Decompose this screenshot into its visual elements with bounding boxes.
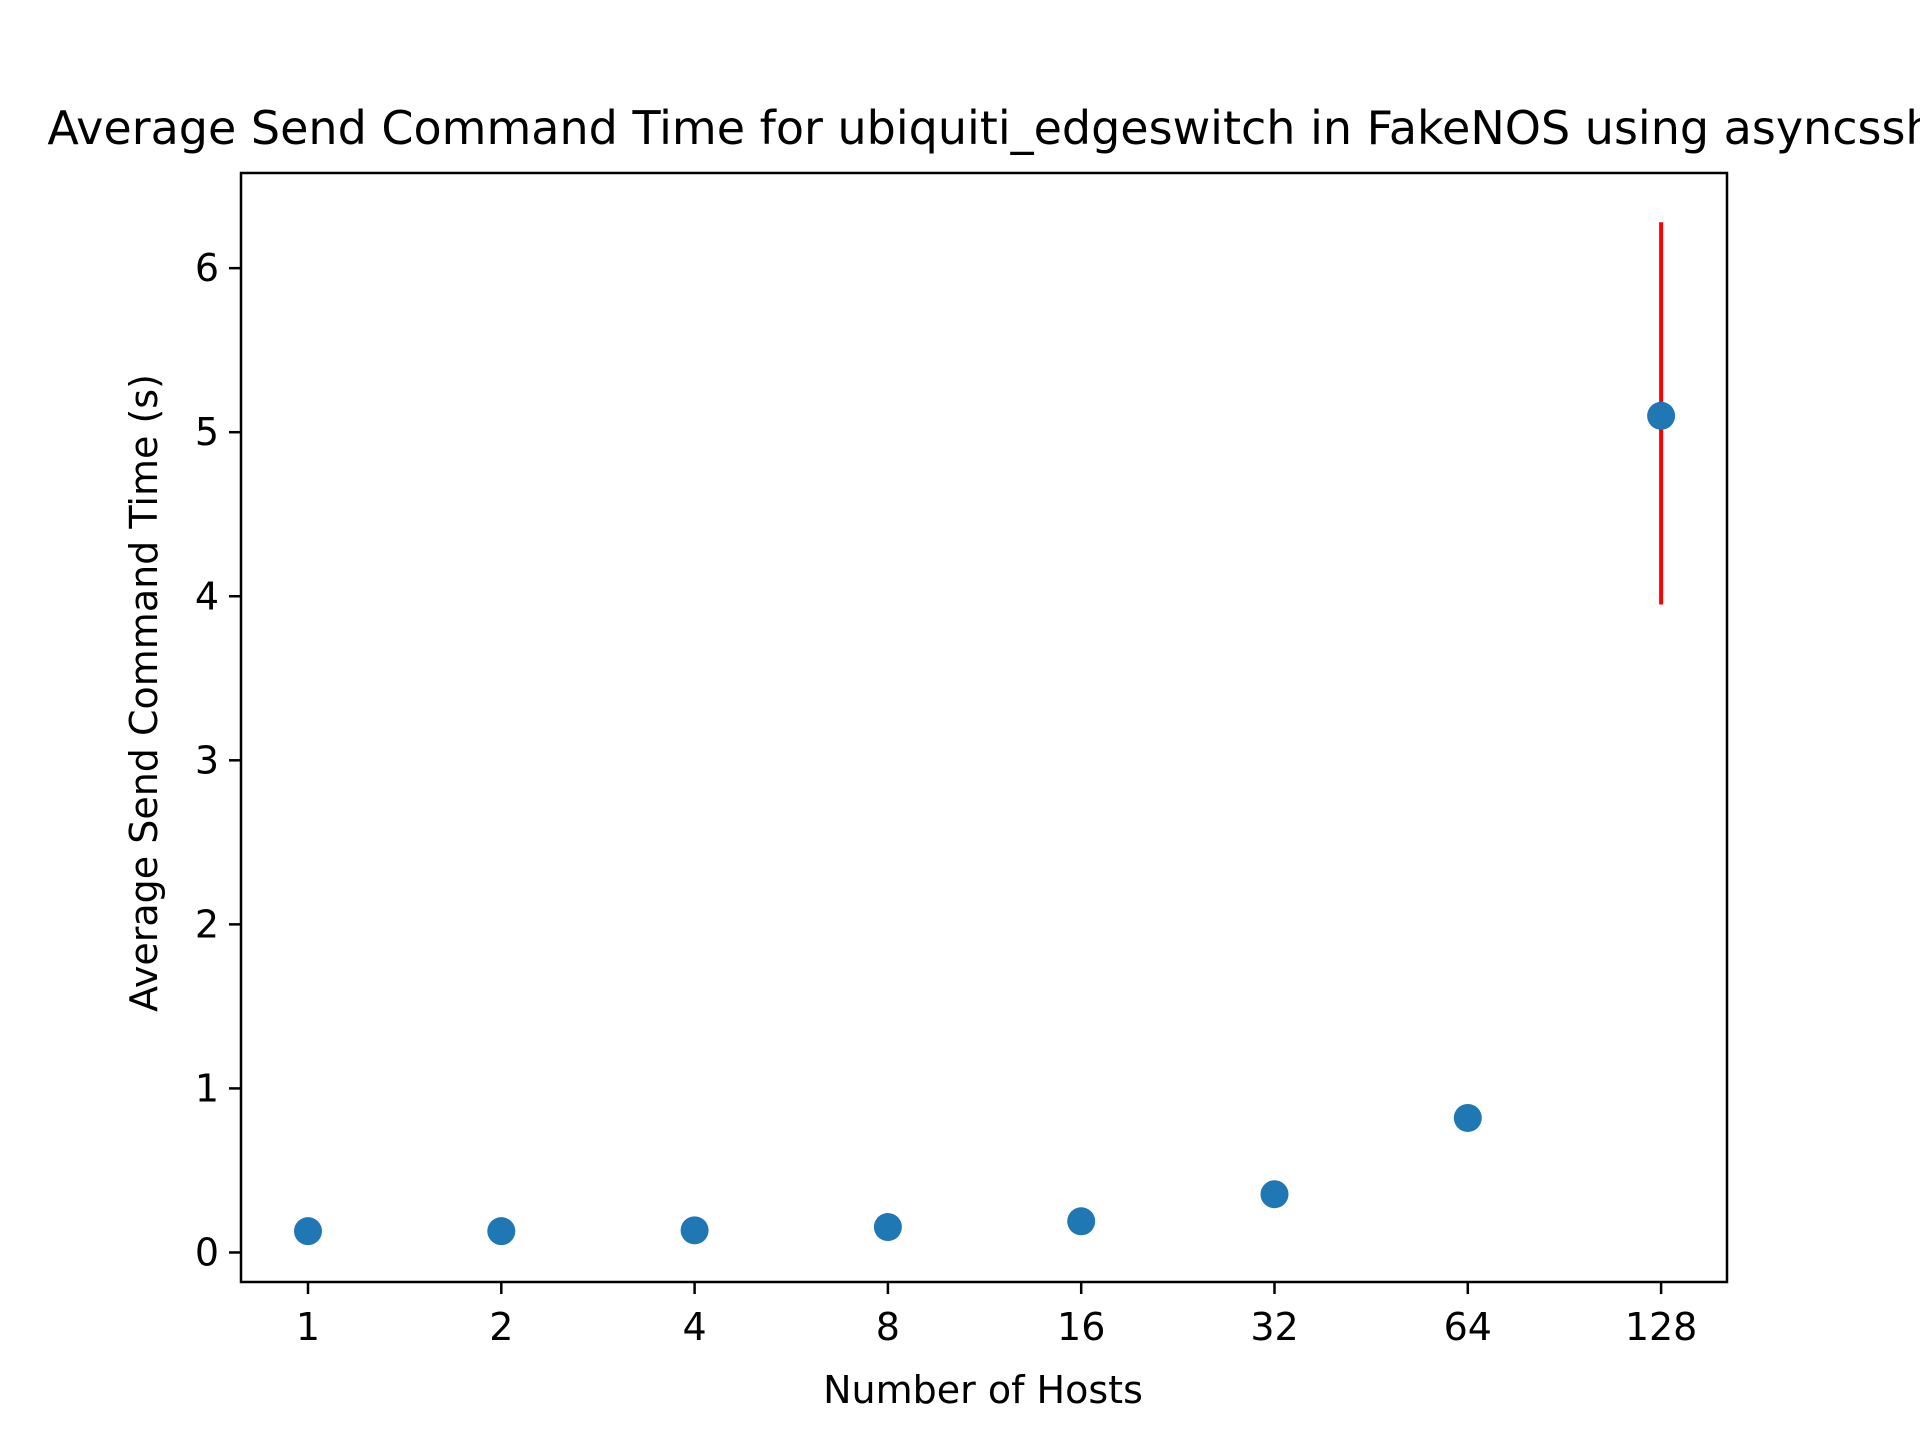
x-axis-label: Number of Hosts — [823, 1368, 1143, 1412]
data-point — [873, 1213, 902, 1242]
data-point — [680, 1216, 709, 1245]
x-tick-label: 4 — [683, 1305, 707, 1349]
x-tick-label: 16 — [1057, 1305, 1105, 1349]
y-tick-label: 0 — [195, 1230, 219, 1274]
x-tick-label: 1 — [296, 1305, 320, 1349]
x-tick-label: 2 — [489, 1305, 513, 1349]
y-tick-label: 4 — [195, 574, 219, 618]
y-tick-label: 5 — [195, 410, 219, 454]
data-points — [294, 401, 1676, 1246]
chart-title: Average Send Command Time for ubiquiti_e… — [47, 101, 1920, 155]
y-tick-label: 2 — [195, 902, 219, 946]
data-point — [1647, 401, 1676, 430]
x-axis-ticks: 1 2 4 8 16 32 64 128 — [296, 1282, 1697, 1349]
data-point — [1453, 1103, 1482, 1132]
x-tick-label: 128 — [1625, 1305, 1698, 1349]
data-point — [487, 1217, 516, 1246]
data-point — [1260, 1180, 1289, 1209]
x-tick-label: 8 — [876, 1305, 900, 1349]
y-tick-label: 6 — [195, 246, 219, 290]
data-point — [1067, 1207, 1096, 1236]
x-tick-label: 32 — [1250, 1305, 1298, 1349]
y-axis-ticks: 0 1 2 3 4 5 6 — [195, 246, 241, 1274]
y-tick-label: 3 — [195, 738, 219, 782]
data-point — [294, 1217, 322, 1246]
y-axis-label: Average Send Command Time (s) — [122, 374, 166, 1012]
x-tick-label: 64 — [1444, 1305, 1492, 1349]
plot-frame — [239, 171, 1729, 1284]
y-tick-label: 1 — [195, 1066, 219, 1110]
